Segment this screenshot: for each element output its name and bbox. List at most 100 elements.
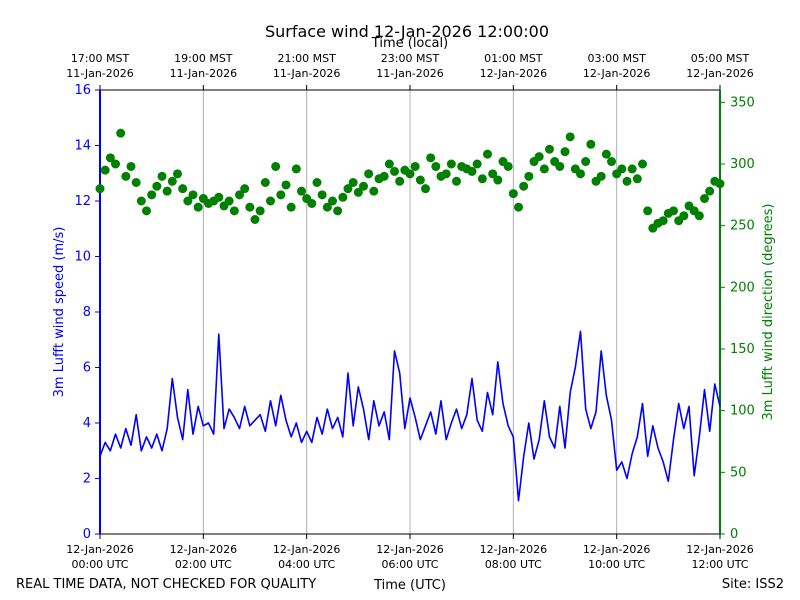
direction-point	[488, 169, 498, 179]
direction-point	[312, 178, 322, 187]
top-tick-time: 03:00 MST	[587, 52, 646, 65]
direction-point	[534, 152, 544, 162]
direction-point	[415, 175, 425, 185]
speed-line-path	[99, 330, 721, 502]
direction-point	[539, 164, 549, 174]
direction-point	[286, 202, 296, 212]
direction-point	[617, 164, 627, 174]
direction-point	[297, 186, 306, 196]
direction-point	[162, 186, 172, 196]
direction-point	[669, 206, 678, 216]
direction-point	[338, 192, 348, 202]
left-tick-label: 2	[83, 472, 91, 487]
direction-point	[173, 169, 182, 179]
direction-point	[545, 144, 554, 154]
bottom-tick-time: 10:00 UTC	[588, 558, 645, 571]
direction-point	[235, 190, 244, 200]
direction-point	[519, 181, 529, 191]
direction-point	[250, 215, 260, 224]
bottom-tick-time: 08:00 UTC	[485, 558, 542, 571]
direction-point	[576, 169, 585, 179]
direction-point	[679, 211, 689, 221]
direction-point	[581, 157, 591, 167]
top-tick-time: 21:00 MST	[277, 52, 336, 65]
top-tick-time: 23:00 MST	[381, 52, 440, 65]
left-tick-label: 8	[83, 305, 91, 320]
direction-point	[705, 186, 715, 196]
direction-point	[493, 175, 503, 185]
direction-point	[627, 164, 637, 174]
top-tick-date: 11-Jan-2026	[273, 67, 341, 80]
direction-point	[126, 161, 136, 171]
top-tick-date: 11-Jan-2026	[376, 67, 444, 80]
right-tick-label: 250	[730, 219, 755, 234]
direction-point	[343, 184, 353, 194]
direction-point	[281, 180, 291, 190]
chart-title: Surface wind 12-Jan-2026 12:00:00	[265, 22, 549, 41]
top-tick-time: 05:00 MST	[691, 52, 750, 65]
direction-point	[379, 171, 389, 181]
direction-point	[410, 161, 420, 171]
right-tick-label: 300	[730, 157, 755, 172]
direction-point	[307, 198, 317, 208]
bottom-tick-date: 12-Jan-2026	[376, 543, 444, 556]
direction-point	[131, 178, 141, 187]
direction-point	[364, 169, 374, 179]
direction-point	[524, 171, 534, 181]
direction-point	[271, 161, 281, 171]
bottom-tick-date: 12-Jan-2026	[170, 543, 238, 556]
left-tick-label: 14	[74, 139, 91, 154]
direction-point	[405, 169, 415, 179]
right-tick-label: 50	[730, 465, 747, 480]
direction-point	[421, 184, 430, 194]
bottom-tick-date: 12-Jan-2026	[583, 543, 651, 556]
direction-point	[452, 176, 461, 186]
direction-point	[100, 165, 110, 175]
direction-point	[426, 153, 436, 163]
bottom-tick-date: 12-Jan-2026	[686, 543, 754, 556]
direction-point	[601, 149, 611, 159]
direction-series	[95, 128, 725, 233]
quality-disclaimer: REAL TIME DATA, NOT CHECKED FOR QUALITY	[16, 577, 316, 592]
direction-point	[514, 202, 523, 212]
direction-point	[178, 184, 188, 194]
direction-point	[183, 196, 193, 206]
grid-lines	[202, 90, 618, 534]
top-tick-date: 12-Jan-2026	[583, 67, 651, 80]
right-tick-label: 0	[730, 527, 738, 542]
direction-point	[95, 184, 105, 194]
direction-point	[317, 190, 327, 200]
right-tick-label: 200	[730, 280, 755, 295]
direction-point	[622, 176, 632, 186]
direction-point	[224, 196, 234, 206]
top-tick-time: 17:00 MST	[71, 52, 130, 65]
direction-point	[555, 161, 565, 171]
direction-point	[715, 179, 725, 189]
top-tick-time: 01:00 MST	[484, 52, 543, 65]
top-tick-date: 12-Jan-2026	[686, 67, 754, 80]
top-axis-label: Time (local)	[371, 36, 448, 51]
direction-point	[116, 128, 126, 138]
left-axis-ticks: 0 2 4 6 8 10 12 14 16	[74, 83, 100, 542]
direction-point	[483, 149, 492, 159]
left-tick-label: 12	[74, 194, 91, 209]
top-tick-date: 12-Jan-2026	[480, 67, 548, 80]
left-tick-label: 6	[83, 361, 91, 376]
speed-series	[99, 330, 721, 502]
direction-point	[477, 174, 487, 184]
left-axis-label: 3m Lufft wind speed (m/s)	[52, 227, 67, 398]
bottom-tick-date: 12-Jan-2026	[273, 543, 341, 556]
top-tick-time: 19:00 MST	[174, 52, 233, 65]
bottom-axis-label: Time (UTC)	[373, 578, 446, 593]
direction-point	[245, 202, 255, 212]
direction-point	[467, 166, 477, 176]
top-tick-date: 11-Jan-2026	[66, 67, 134, 80]
direction-point	[333, 206, 343, 216]
direction-point	[167, 176, 177, 186]
direction-point	[390, 166, 399, 176]
direction-point	[694, 211, 704, 221]
direction-point	[384, 159, 394, 169]
direction-point	[157, 171, 167, 181]
direction-point	[700, 194, 709, 204]
direction-point	[111, 159, 120, 169]
